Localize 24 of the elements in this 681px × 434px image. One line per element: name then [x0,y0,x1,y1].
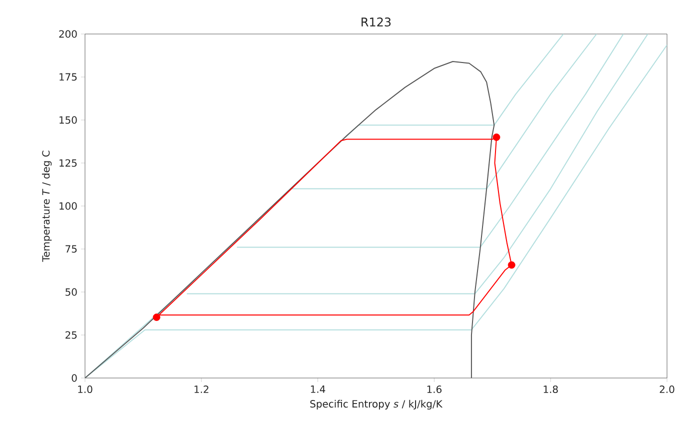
x-tick-label: 1.0 [78,386,92,394]
y-tick-label: 75 [66,245,77,253]
x-tick-label: 2.0 [660,386,674,394]
x-tick-label: 1.4 [310,386,326,393]
y-tick-label: 25 [66,331,77,339]
y-tick-label: 175 [60,73,77,81]
point [508,261,516,269]
y-axis-title: Temperature T / deg C [42,150,52,262]
x-tick-label: 1.8 [544,386,558,394]
line-series [291,34,598,190]
point [152,314,160,321]
y-tick-label: 0 [72,374,77,382]
y-tick-label: 125 [60,159,77,167]
point [492,134,500,141]
x-tick-label: 1.2 [194,386,208,393]
y-tick-label: 100 [60,202,77,210]
line-series [236,34,624,248]
x-tick-label: 1.6 [427,386,442,394]
line-series [186,34,648,294]
chart-title: R123 [362,17,391,27]
y-tick-label: 150 [60,116,77,124]
y-tick-label: 50 [66,288,77,296]
x-axis-title: Specific Entropy s / kJ/kg/K [310,400,443,410]
y-tick-label: 200 [59,30,77,38]
